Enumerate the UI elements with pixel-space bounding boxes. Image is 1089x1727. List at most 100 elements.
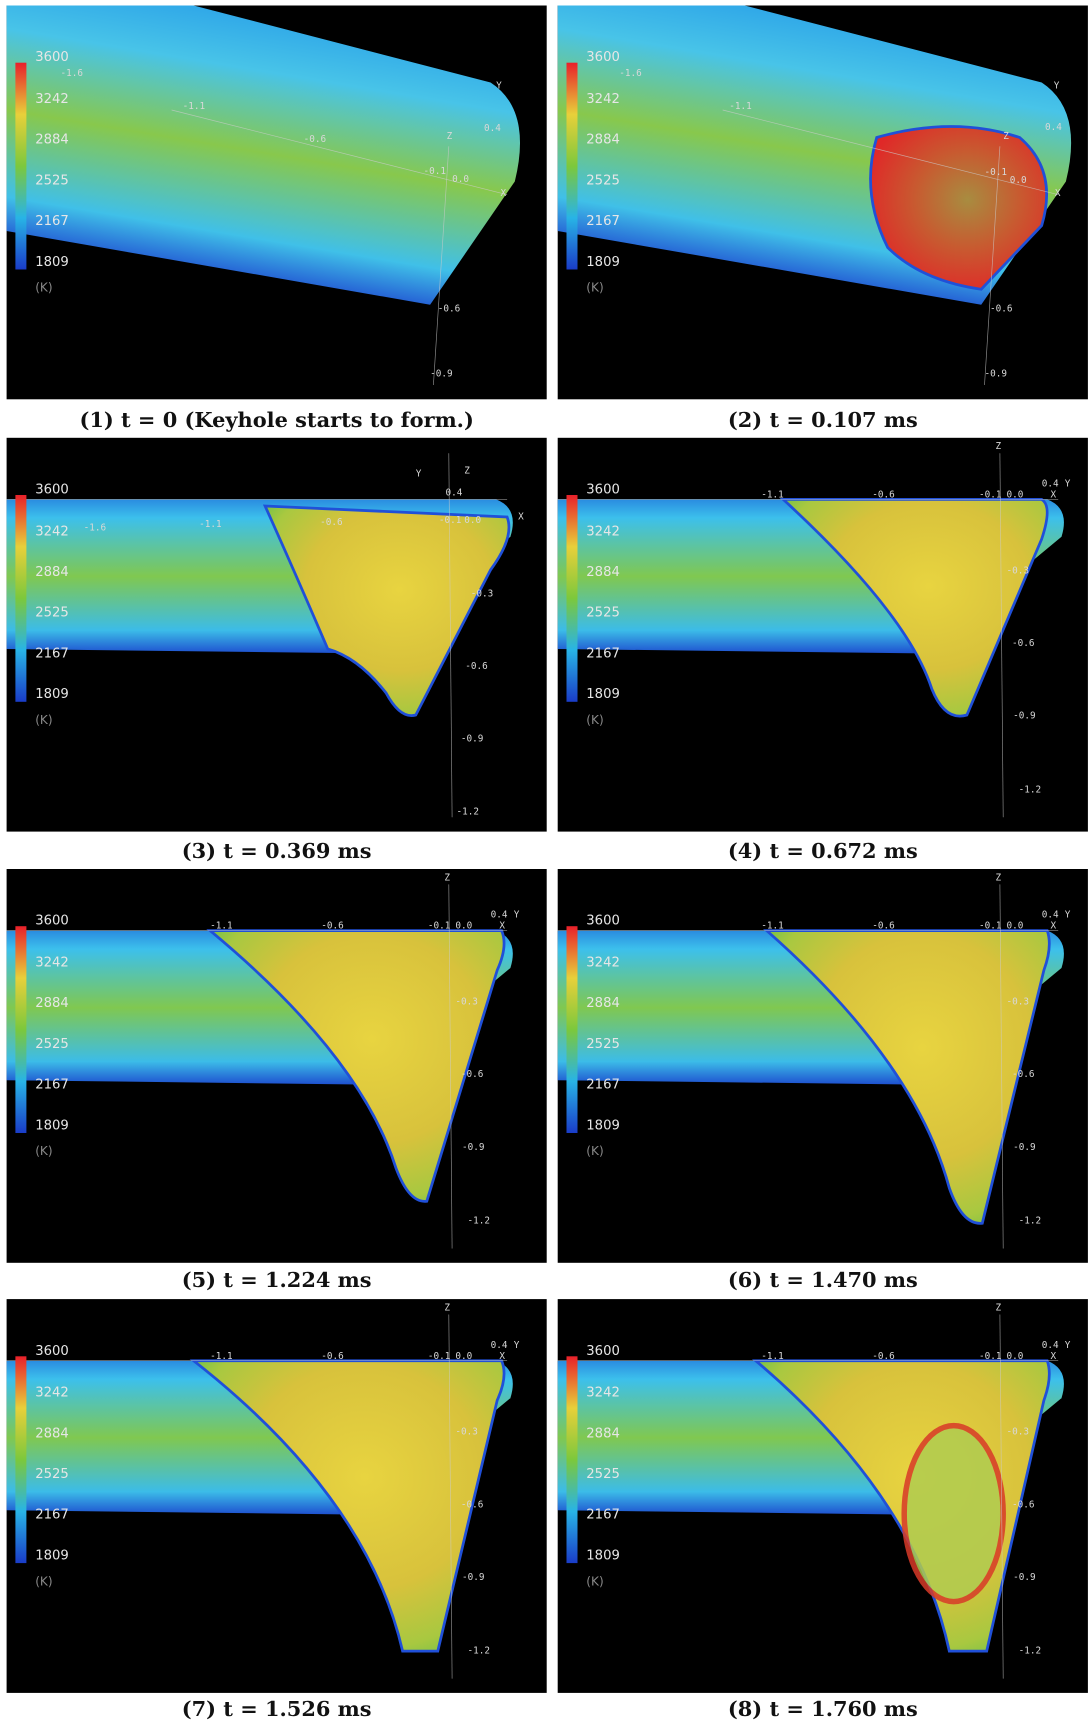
- colorbar-label: 2525: [586, 1467, 620, 1482]
- axis-label: -0.9: [462, 1572, 485, 1583]
- axis-label: 0.0: [464, 515, 481, 526]
- panel: 360032422884252521671809(K)Z-1.1-0.6-0.1…: [558, 869, 1088, 1263]
- axis-label: X: [1051, 490, 1057, 501]
- axis-label: -0.6: [461, 1499, 484, 1510]
- colorbar-label: 2525: [586, 1037, 620, 1052]
- axis-label: Z: [996, 1302, 1002, 1313]
- colorbar-label: 1809: [35, 1118, 69, 1133]
- caption: (7) t = 1.526 ms: [182, 1696, 372, 1721]
- axis-label: -0.6: [872, 1351, 895, 1362]
- colorbar-label: 2884: [586, 565, 620, 580]
- colorbar-unit: (K): [586, 1144, 603, 1158]
- caption: (5) t = 1.224 ms: [182, 1267, 372, 1292]
- axis-label: Y: [1065, 1340, 1071, 1351]
- caption: (1) t = 0 (Keyhole starts to form.): [79, 407, 473, 432]
- axis-label: -0.1: [428, 1351, 451, 1362]
- colorbar-label: 1809: [35, 687, 69, 702]
- axis-label: -0.1: [439, 515, 462, 526]
- axis-label: Z: [447, 131, 453, 142]
- axis-label: -1.2: [1019, 1646, 1042, 1657]
- colorbar-label: 3242: [586, 956, 620, 971]
- colorbar-label: 2525: [35, 1037, 69, 1052]
- axis-label: X: [1051, 1351, 1057, 1362]
- colorbar-label: 1809: [35, 255, 69, 270]
- caption: (6) t = 1.470 ms: [728, 1267, 918, 1292]
- colorbar-label: 3600: [35, 50, 69, 65]
- axis-label: -1.1: [761, 921, 784, 932]
- axis-label: -0.9: [1013, 711, 1036, 722]
- axis-label: -0.3: [455, 1427, 478, 1438]
- colorbar-label: 2167: [586, 1508, 620, 1523]
- colorbar-label: 2167: [35, 646, 69, 661]
- axis-label: 0.4: [1042, 1340, 1059, 1351]
- axis-label: 0.4: [1045, 122, 1062, 133]
- axis-label: 0.4: [491, 910, 508, 921]
- colorbar-label: 2884: [35, 133, 69, 148]
- colorbar-label: 2884: [35, 565, 69, 580]
- axis-label: X: [499, 1351, 505, 1362]
- colorbar-label: 2167: [35, 214, 69, 229]
- axis-label: -0.3: [1007, 565, 1030, 576]
- axis-label: Z: [996, 441, 1002, 452]
- axis-label: Z: [444, 872, 450, 883]
- axis-label: 0.0: [1007, 921, 1024, 932]
- colorbar-label: 2167: [35, 1078, 69, 1093]
- axis-label: -0.3: [1007, 997, 1030, 1008]
- colorbar-unit: (K): [35, 281, 52, 295]
- axis-label: -0.6: [438, 304, 461, 315]
- colorbar-unit: (K): [35, 713, 52, 727]
- axis-label: -0.6: [1012, 638, 1035, 649]
- axis-label: 0.4: [491, 1340, 508, 1351]
- axis-label: -0.1: [979, 1351, 1002, 1362]
- axis-label: -0.6: [321, 1351, 344, 1362]
- axis-label: Y: [1054, 80, 1060, 91]
- colorbar-label: 1809: [586, 1118, 620, 1133]
- colorbar-label: 2167: [35, 1508, 69, 1523]
- axis-label: 0.4: [1042, 479, 1059, 490]
- panel: 360032422884252521671809(K)Z-1.1-0.6-0.1…: [7, 869, 547, 1263]
- colorbar-label: 2167: [586, 214, 620, 229]
- axis-label: 0.0: [1010, 175, 1027, 186]
- panel: 360032422884252521671809(K)-1.6-1.1-0.6Y…: [7, 6, 547, 400]
- axis-label: -1.1: [761, 490, 784, 501]
- axis-label: -0.9: [985, 369, 1008, 380]
- colorbar: [15, 1356, 26, 1563]
- colorbar-label: 3242: [586, 1386, 620, 1401]
- axis-label: -0.6: [304, 134, 327, 145]
- axis-label: -0.6: [990, 304, 1013, 315]
- colorbar-label: 3242: [35, 956, 69, 971]
- colorbar-label: 2525: [35, 1467, 69, 1482]
- axis-label: -0.6: [320, 517, 343, 528]
- axis-label: Z: [996, 872, 1002, 883]
- figure: 3600 3242 2884 2525 2167 1809 (K) -1.6 -1.1 -0.6 Y…: [0, 0, 1089, 1727]
- axis-label: Z: [464, 465, 470, 476]
- axis-label: 0.4: [1042, 910, 1059, 921]
- colorbar: [567, 926, 578, 1133]
- colorbar-unit: (K): [35, 1574, 52, 1588]
- axis-label: -0.1: [428, 921, 451, 932]
- axis-label: -0.9: [461, 734, 484, 745]
- axis-label: 0.0: [452, 174, 469, 185]
- colorbar: [567, 495, 578, 702]
- colorbar-unit: (K): [35, 1144, 52, 1158]
- axis-label: -1.1: [210, 1351, 233, 1362]
- axis-label: 0.4: [484, 123, 501, 134]
- axis-label: -0.9: [1013, 1142, 1036, 1153]
- axis-label: -0.9: [462, 1142, 485, 1153]
- axis-label: 0.0: [455, 921, 472, 932]
- colorbar-label: 2525: [586, 173, 620, 188]
- axis-label: -1.6: [84, 523, 107, 534]
- colorbar-label: 2884: [35, 1426, 69, 1441]
- axis-label: -1.2: [1019, 1216, 1042, 1227]
- colorbar-unit: (K): [586, 1574, 603, 1588]
- colorbar-label: 3242: [586, 524, 620, 539]
- panel: 360032422884252521671809(K)Z-1.1-0.6-0.1…: [7, 1299, 547, 1693]
- colorbar-label: 3600: [586, 1344, 620, 1359]
- axis-label: -0.9: [430, 369, 453, 380]
- colorbar-label: 1809: [35, 1548, 69, 1563]
- axis-label: X: [499, 921, 505, 932]
- colorbar-label: 3242: [35, 524, 69, 539]
- colorbar-label: 2884: [586, 1426, 620, 1441]
- caption: (8) t = 1.760 ms: [728, 1696, 918, 1721]
- axis-label: -1.2: [468, 1646, 491, 1657]
